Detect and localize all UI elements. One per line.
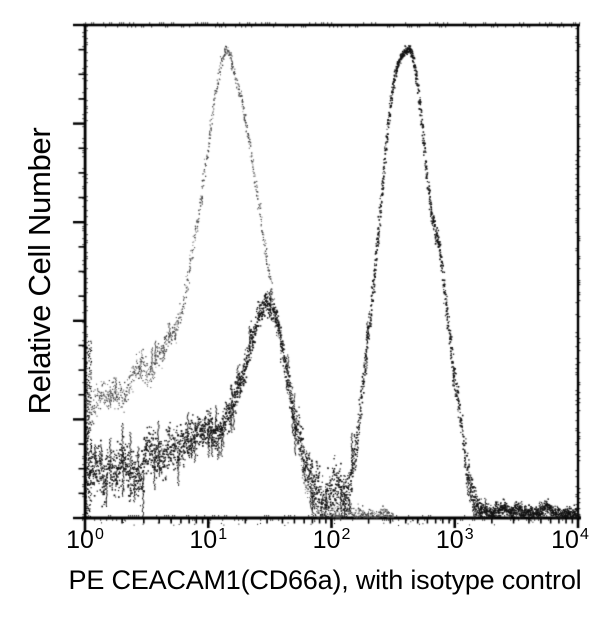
x-axis-tick-label: 101 [189, 526, 228, 554]
x-axis-tick-label: 103 [435, 526, 474, 554]
x-axis-tick-label: 102 [312, 526, 351, 554]
x-axis-tick-label: 100 [66, 526, 104, 554]
x-axis-tick-label: 104 [551, 526, 589, 554]
y-axis-label: Relative Cell Number [22, 127, 57, 415]
x-axis-label: PE CEACAM1(CD66a), with isotype control [68, 565, 582, 595]
